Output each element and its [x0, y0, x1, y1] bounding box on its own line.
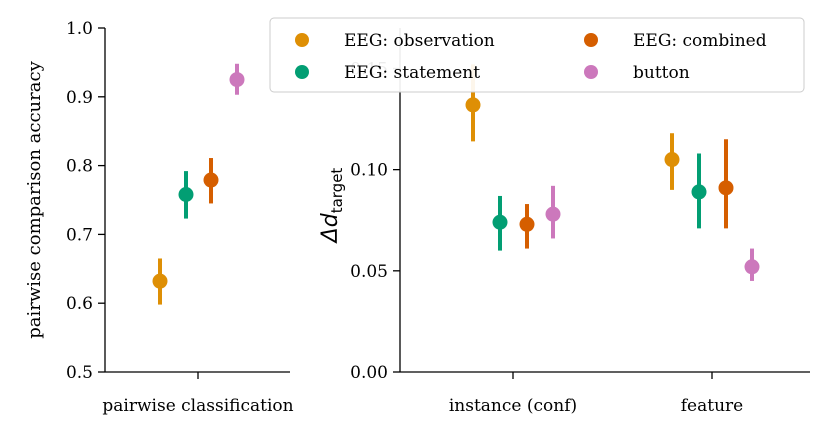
left-point-button: [229, 72, 245, 88]
right-point-eeg-observation: [465, 97, 481, 113]
left-y-tick-label: 0.9: [66, 88, 93, 108]
legend-box: [269, 17, 805, 93]
left-y-axis-label: pairwise comparison accuracy: [24, 60, 45, 338]
right-point-button: [744, 259, 760, 275]
legend-label-button: button: [633, 63, 690, 83]
right-y-label-sub: target: [328, 168, 346, 214]
legend-label-eeg-observation: EEG: observation: [344, 31, 495, 51]
left-y-tick-label: 0.6: [66, 294, 93, 314]
right-point-eeg-statement: [691, 184, 707, 200]
legend: EEG: observation EEG: statement EEG: com…: [269, 17, 805, 93]
delta-d-panel: instance (conf) feature Δdtarget 0.00 0.0…: [318, 28, 810, 416]
right-y-label-main: Δd: [318, 212, 343, 244]
right-point-button: [545, 206, 561, 222]
legend-marker-eeg-statement: [295, 65, 309, 79]
right-y-axis-label: Δdtarget: [318, 168, 346, 245]
legend-label-eeg-combined: EEG: combined: [633, 31, 767, 51]
left-x-tick-label: pairwise classification: [102, 396, 293, 416]
legend-marker-button: [584, 65, 598, 79]
legend-entry-button: button: [584, 63, 690, 83]
right-point-eeg-combined: [519, 216, 535, 232]
right-y-tick-label: 0.00: [350, 363, 388, 383]
legend-marker-eeg-combined: [584, 33, 598, 47]
accuracy-panel: pairwise classification pairwise compari…: [24, 19, 294, 416]
left-point-eeg-statement: [178, 186, 194, 202]
legend-entry-eeg-statement: EEG: statement: [295, 63, 480, 83]
right-x-tick-label-feature: feature: [681, 396, 743, 416]
left-y-tick-label: 0.5: [66, 363, 93, 383]
right-y-tick-label: 0.10: [350, 161, 388, 181]
right-x-tick-label-instance: instance (conf): [449, 396, 577, 416]
right-point-eeg-observation: [664, 152, 680, 168]
left-y-tick-label: 1.0: [66, 19, 93, 39]
right-y-tick-label: 0.05: [350, 262, 388, 282]
right-point-eeg-statement: [492, 214, 508, 230]
left-point-eeg-combined: [203, 172, 219, 188]
right-point-eeg-combined: [718, 180, 734, 196]
legend-entry-eeg-combined: EEG: combined: [584, 31, 767, 51]
left-point-eeg-observation: [152, 273, 168, 289]
left-y-tick-label: 0.8: [66, 157, 93, 177]
legend-entry-eeg-observation: EEG: observation: [295, 31, 495, 51]
left-y-tick-label: 0.7: [66, 225, 93, 245]
legend-marker-eeg-observation: [295, 33, 309, 47]
legend-label-eeg-statement: EEG: statement: [344, 63, 480, 83]
